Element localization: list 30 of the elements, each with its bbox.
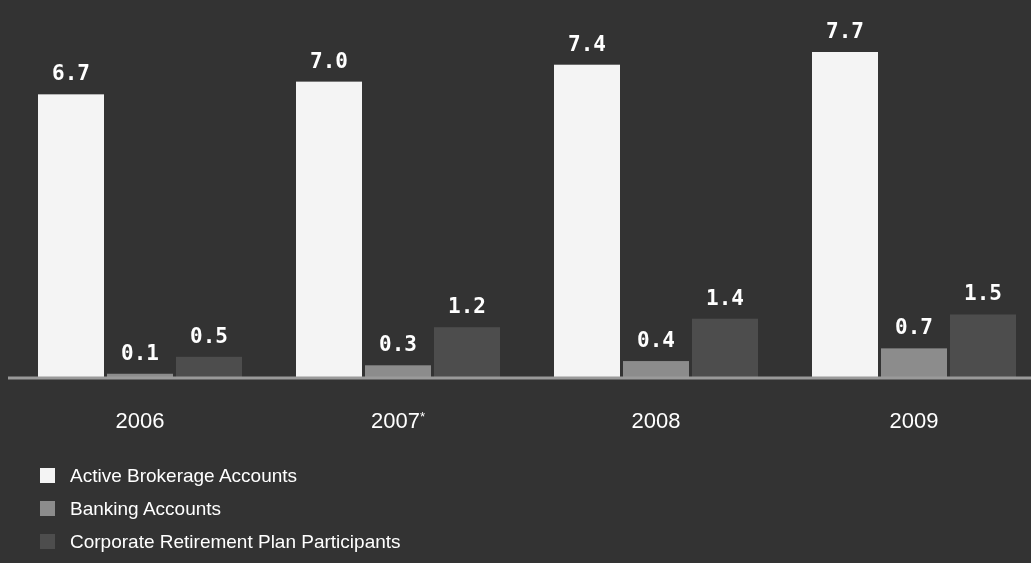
legend-label: Active Brokerage Accounts: [70, 465, 298, 486]
legend-label: Banking Accounts: [70, 498, 222, 519]
legend-label: Corporate Retirement Plan Participants: [70, 531, 401, 552]
data-label: 0.7: [895, 315, 933, 340]
data-label: 7.7: [826, 19, 864, 43]
data-label: 1.4: [706, 285, 744, 310]
data-label: 0.1: [121, 340, 159, 365]
bar: [950, 314, 1016, 378]
data-label: 0.3: [379, 332, 417, 357]
data-label: 0.5: [190, 323, 228, 348]
data-label: 7.0: [310, 48, 348, 73]
bar: [554, 64, 620, 378]
data-label: 0.4: [637, 328, 675, 353]
bar: [365, 365, 431, 378]
data-label: 7.4: [568, 31, 606, 56]
bar: [296, 81, 362, 378]
bar: [38, 94, 104, 378]
bar: [176, 356, 242, 378]
x-tick-label: 2009: [889, 408, 939, 433]
x-tick-label: 2007$^{*}$: [370, 408, 426, 433]
data-label: 1.2: [448, 294, 486, 319]
bar: [692, 318, 758, 378]
bar: [881, 348, 947, 378]
x-tick-label: 2008: [631, 408, 681, 433]
bar: [812, 52, 878, 378]
bar: [623, 361, 689, 378]
x-tick-label: 2006: [115, 408, 165, 433]
bar: [434, 327, 500, 378]
data-label: 1.5: [964, 281, 1002, 306]
data-label: 6.7: [52, 61, 90, 86]
